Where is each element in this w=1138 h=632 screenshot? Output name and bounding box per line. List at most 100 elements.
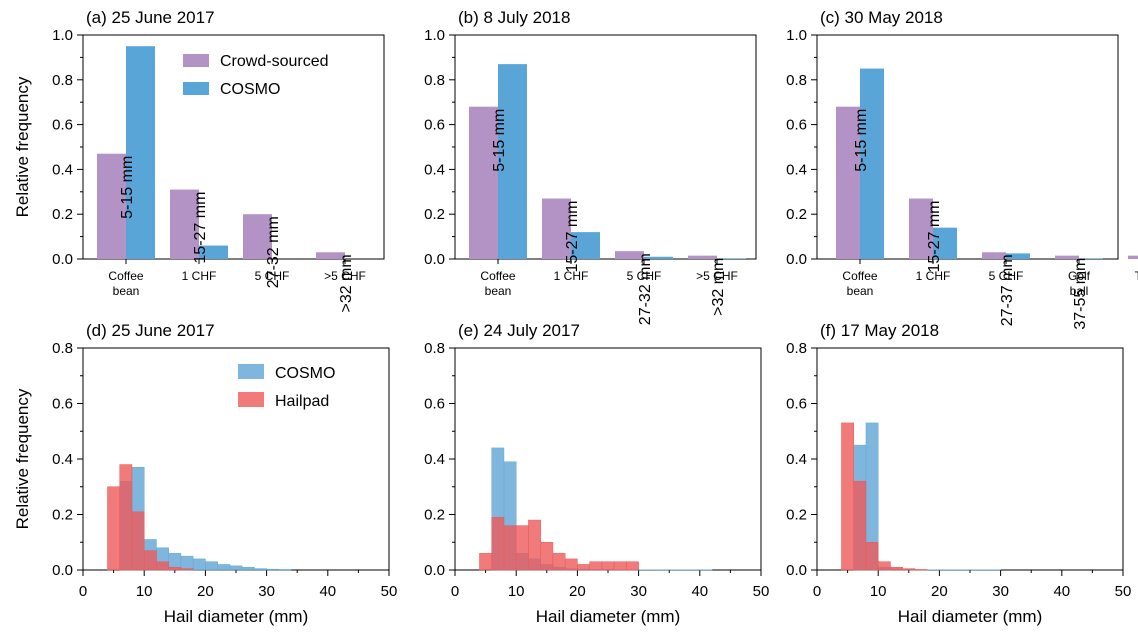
- hist-bar-hailpad: [626, 561, 639, 571]
- legend-swatch-cosmo: [238, 364, 264, 379]
- x-tick-label: 10: [136, 583, 153, 600]
- y-tick-label: 0.8: [786, 72, 807, 89]
- x-tick-label: 50: [753, 583, 770, 600]
- y-tick-label: 0.8: [52, 340, 73, 357]
- x-axis-label: Hail diameter (mm): [898, 607, 1043, 626]
- x-tick-label: 30: [992, 583, 1009, 600]
- bar-cosmo: [717, 258, 746, 259]
- x-tick-label: 20: [931, 583, 948, 600]
- hist-bar-cosmo: [205, 561, 218, 571]
- hist-bar-hailpad: [503, 525, 517, 571]
- y-tick-label: 0.6: [786, 117, 807, 134]
- hist-bar-hailpad: [491, 517, 505, 571]
- x-tick-label: 40: [691, 583, 708, 600]
- x-tick-label: 50: [381, 583, 398, 600]
- y-tick-label: 0.4: [424, 451, 445, 468]
- x-category-label: >5 CHF: [696, 269, 738, 283]
- y-tick-label: 0.2: [424, 206, 445, 223]
- hist-bar-hailpad: [168, 566, 182, 571]
- x-tick-label: 50: [1115, 583, 1132, 600]
- hist-bar-hailpad: [865, 542, 879, 571]
- x-axis-label: Hail diameter (mm): [164, 607, 309, 626]
- size-range-label: 15-27 mm: [564, 201, 581, 273]
- y-tick-label: 0.0: [424, 251, 445, 268]
- bar-crowd-sourced: [542, 198, 571, 259]
- size-range-label: 27-32 mm: [265, 216, 282, 288]
- hist-bar-hailpad: [914, 569, 928, 571]
- hist-bar-hailpad: [528, 519, 541, 571]
- bar-crowd-sourced: [836, 106, 860, 260]
- x-category-label: >5 CHF: [324, 269, 366, 283]
- panel-title-4: (e) 24 July 2017: [458, 321, 580, 340]
- x-category-label: bean: [847, 284, 874, 298]
- y-tick-label: 0.6: [786, 396, 807, 413]
- hist-bar-cosmo: [278, 569, 292, 571]
- size-range-label: 27-37 mm: [999, 254, 1016, 326]
- y-tick-label: 1.0: [786, 27, 807, 44]
- size-range-label: >32 mm: [710, 258, 727, 316]
- y-tick-label: 0.6: [52, 117, 73, 134]
- x-category-label: Golf: [1068, 269, 1091, 283]
- hist-bar-hailpad: [143, 550, 157, 571]
- y-tick-label: 1.0: [424, 27, 445, 44]
- x-tick-label: 30: [630, 583, 647, 600]
- bar-crowd-sourced: [1128, 255, 1138, 259]
- bar-cosmo: [1079, 258, 1103, 259]
- y-tick-label: 0.6: [424, 396, 445, 413]
- x-category-label: 5 CHF: [989, 269, 1024, 283]
- x-tick-label: 20: [197, 583, 214, 600]
- y-tick-label: 0.0: [786, 562, 807, 579]
- x-category-label: 1 CHF: [554, 269, 589, 283]
- y-tick-label: 0.4: [786, 161, 807, 178]
- hist-bar-cosmo: [229, 565, 243, 571]
- y-tick-label: 0.2: [424, 507, 445, 524]
- bar-crowd-sourced: [615, 251, 644, 259]
- y-tick-label: 0.8: [424, 72, 445, 89]
- legend-label-cosmo: COSMO: [220, 81, 280, 98]
- hist-bar-cosmo: [192, 558, 206, 571]
- hist-bar-hailpad: [540, 542, 554, 571]
- panel-title-3: (d) 25 June 2017: [86, 321, 215, 340]
- panel-title-2: (c) 30 May 2018: [820, 8, 943, 27]
- y-tick-label: 0.6: [52, 396, 73, 413]
- hist-bar-hailpad: [131, 511, 145, 571]
- x-tick-label: 10: [508, 583, 525, 600]
- hist-bar-hailpad: [877, 561, 891, 571]
- x-category-label: bean: [113, 284, 140, 298]
- x-tick-label: 0: [79, 583, 87, 600]
- x-category-label: Coffee: [108, 269, 143, 283]
- hist-bar-hailpad: [841, 422, 854, 571]
- hist-bar-hailpad: [107, 486, 120, 571]
- bar-crowd-sourced: [688, 255, 717, 259]
- hist-bar-cosmo: [266, 568, 280, 571]
- hist-bar-hailpad: [180, 568, 194, 571]
- bar-crowd-sourced: [982, 252, 1006, 259]
- bar-cosmo: [1006, 253, 1030, 259]
- x-category-label: 1 CHF: [916, 269, 951, 283]
- size-range-label: 5-15 mm: [119, 156, 136, 219]
- hist-bar-hailpad: [902, 568, 916, 571]
- y-tick-label: 1.0: [52, 27, 73, 44]
- legend-swatch-cosmo: [183, 82, 209, 95]
- hist-bar-cosmo: [241, 566, 255, 571]
- legend-swatch-crowd-sourced: [183, 54, 209, 67]
- x-tick-label: 10: [870, 583, 887, 600]
- hist-bar-hailpad: [515, 525, 529, 571]
- y-tick-label: 0.0: [52, 562, 73, 579]
- bar-crowd-sourced: [1055, 255, 1079, 259]
- size-range-label: 15-27 mm: [192, 192, 209, 264]
- hist-bar-hailpad: [589, 561, 603, 571]
- size-range-label: 15-27 mm: [926, 201, 943, 273]
- y-tick-label: 0.0: [786, 251, 807, 268]
- panel-title-5: (f) 17 May 2018: [820, 321, 939, 340]
- bar-cosmo: [498, 64, 527, 260]
- bar-crowd-sourced: [97, 153, 126, 259]
- bar-crowd-sourced: [316, 252, 345, 259]
- hist-bar-cosmo: [217, 564, 231, 571]
- hist-bar-hailpad: [156, 561, 169, 571]
- x-category-label: ball: [1070, 284, 1089, 298]
- x-axis-label: Hail diameter (mm): [536, 607, 681, 626]
- x-category-label: Coffee: [842, 269, 877, 283]
- bar-cosmo: [571, 232, 600, 259]
